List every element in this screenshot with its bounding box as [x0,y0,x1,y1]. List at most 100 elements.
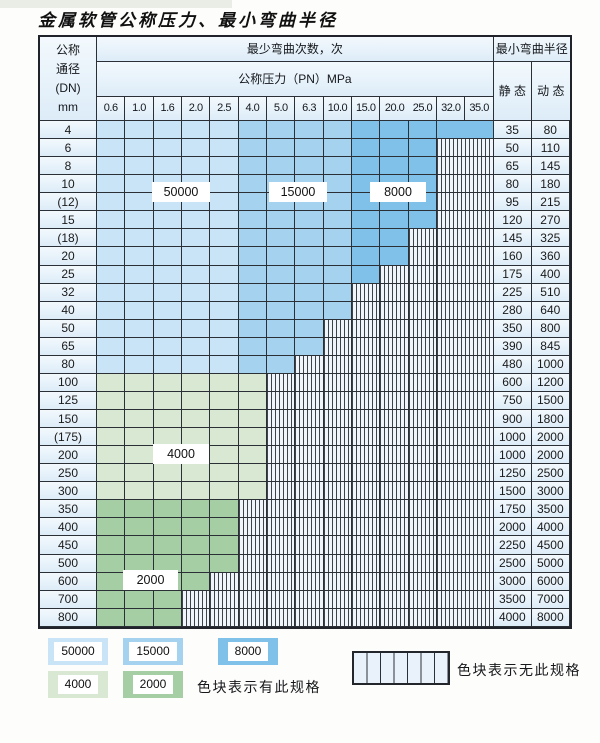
static-radius-cell: 1500 [493,482,532,501]
spec-cell [295,211,324,230]
dn-cell: 25 [40,265,97,284]
no-spec-cell [437,265,466,284]
spec-cell [182,211,211,230]
legend-swatch: 8000 [218,638,278,665]
spec-cell [182,464,211,483]
spec-cell [210,211,239,230]
spec-cell [97,229,126,248]
static-radius-cell: 50 [493,139,532,158]
dn-header-line: (DN) [55,81,81,96]
spec-cell [182,536,211,555]
no-spec-cell [323,391,353,410]
spec-cell [153,319,183,338]
no-spec-cell [352,608,381,627]
bend-count-label: 8000 [370,182,426,202]
no-spec-cell [465,428,494,447]
pressure-col-header: 15.0 [352,97,381,121]
spec-cell [97,554,126,573]
no-spec-cell [323,319,353,338]
no-spec-cell [437,139,466,158]
dynamic-radius-cell: 1500 [531,391,570,410]
spec-cell [210,554,239,573]
spec-cell [323,121,353,140]
spec-cell [125,283,154,302]
spec-cell [125,175,154,194]
no-spec-cell [465,536,494,555]
spec-cell [125,373,154,392]
spec-cell [380,211,409,230]
spec-cell [125,157,154,176]
dynamic-radius-cell: 6000 [531,572,570,591]
static-radius-cell: 2000 [493,518,532,537]
spec-cell [380,121,409,140]
no-spec-cell [408,391,438,410]
no-spec-cell [465,446,494,465]
spec-cell [323,193,353,212]
bend-count-label: 2000 [123,570,178,590]
no-spec-cell [408,518,438,537]
pressure-col-header: 1.6 [153,97,183,121]
no-spec-cell [408,283,438,302]
no-spec-cell [295,464,324,483]
no-spec-cell [465,337,494,356]
dn-cell: 65 [40,337,97,356]
spec-cell [267,121,296,140]
no-spec-cell [238,572,268,591]
spec-cell [153,391,183,410]
spec-cell [125,391,154,410]
spec-cell [182,301,211,320]
no-spec-cell [437,464,466,483]
no-spec-cell [437,500,466,519]
spec-cell [238,482,268,501]
dn-column-header: 公称 通径 (DN) mm [40,37,97,121]
spec-cell [238,410,268,429]
no-spec-cell [380,446,409,465]
no-spec-cell [323,410,353,429]
no-spec-cell [295,373,324,392]
spec-cell [210,391,239,410]
spec-cell [408,121,438,140]
no-spec-cell [323,464,353,483]
static-radius-cell: 65 [493,157,532,176]
spec-cell [97,608,126,627]
pressure-col-header: 35.0 [465,97,494,121]
pressure-col-header: 10.0 [323,97,353,121]
no-spec-cell [408,482,438,501]
no-spec-cell [380,608,409,627]
spec-cell [352,211,381,230]
spec-cell [210,301,239,320]
spec-cell [238,355,268,374]
no-spec-cell [380,554,409,573]
no-spec-cell [295,554,324,573]
spec-cell [210,319,239,338]
spec-cell [97,355,126,374]
spec-cell [323,301,353,320]
spec-cell [97,500,126,519]
spec-cell [210,157,239,176]
bend-count-label: 50000 [152,182,210,202]
bend-count-label: 15000 [269,182,327,202]
spec-cell [380,139,409,158]
spec-cell [267,229,296,248]
no-spec-cell [380,572,409,591]
spec-cell [182,229,211,248]
dynamic-radius-cell: 7000 [531,590,570,609]
static-radius-cell: 280 [493,301,532,320]
dn-cell: 800 [40,608,97,627]
no-spec-cell [323,446,353,465]
legend-swatch: 15000 [123,638,183,665]
no-spec-cell [352,518,381,537]
spec-cell [238,464,268,483]
no-spec-cell [323,482,353,501]
spec-cell [125,355,154,374]
static-radius-cell: 390 [493,337,532,356]
has-spec-note: 色块表示有此规格 [197,679,321,695]
no-spec-cell [465,500,494,519]
dn-header-line: mm [58,100,78,115]
no-spec-cell [437,608,466,627]
spec-cell [182,319,211,338]
spec-cell [295,283,324,302]
static-radius-cell: 145 [493,229,532,248]
no-spec-cell [295,536,324,555]
no-spec-cell [437,247,466,266]
